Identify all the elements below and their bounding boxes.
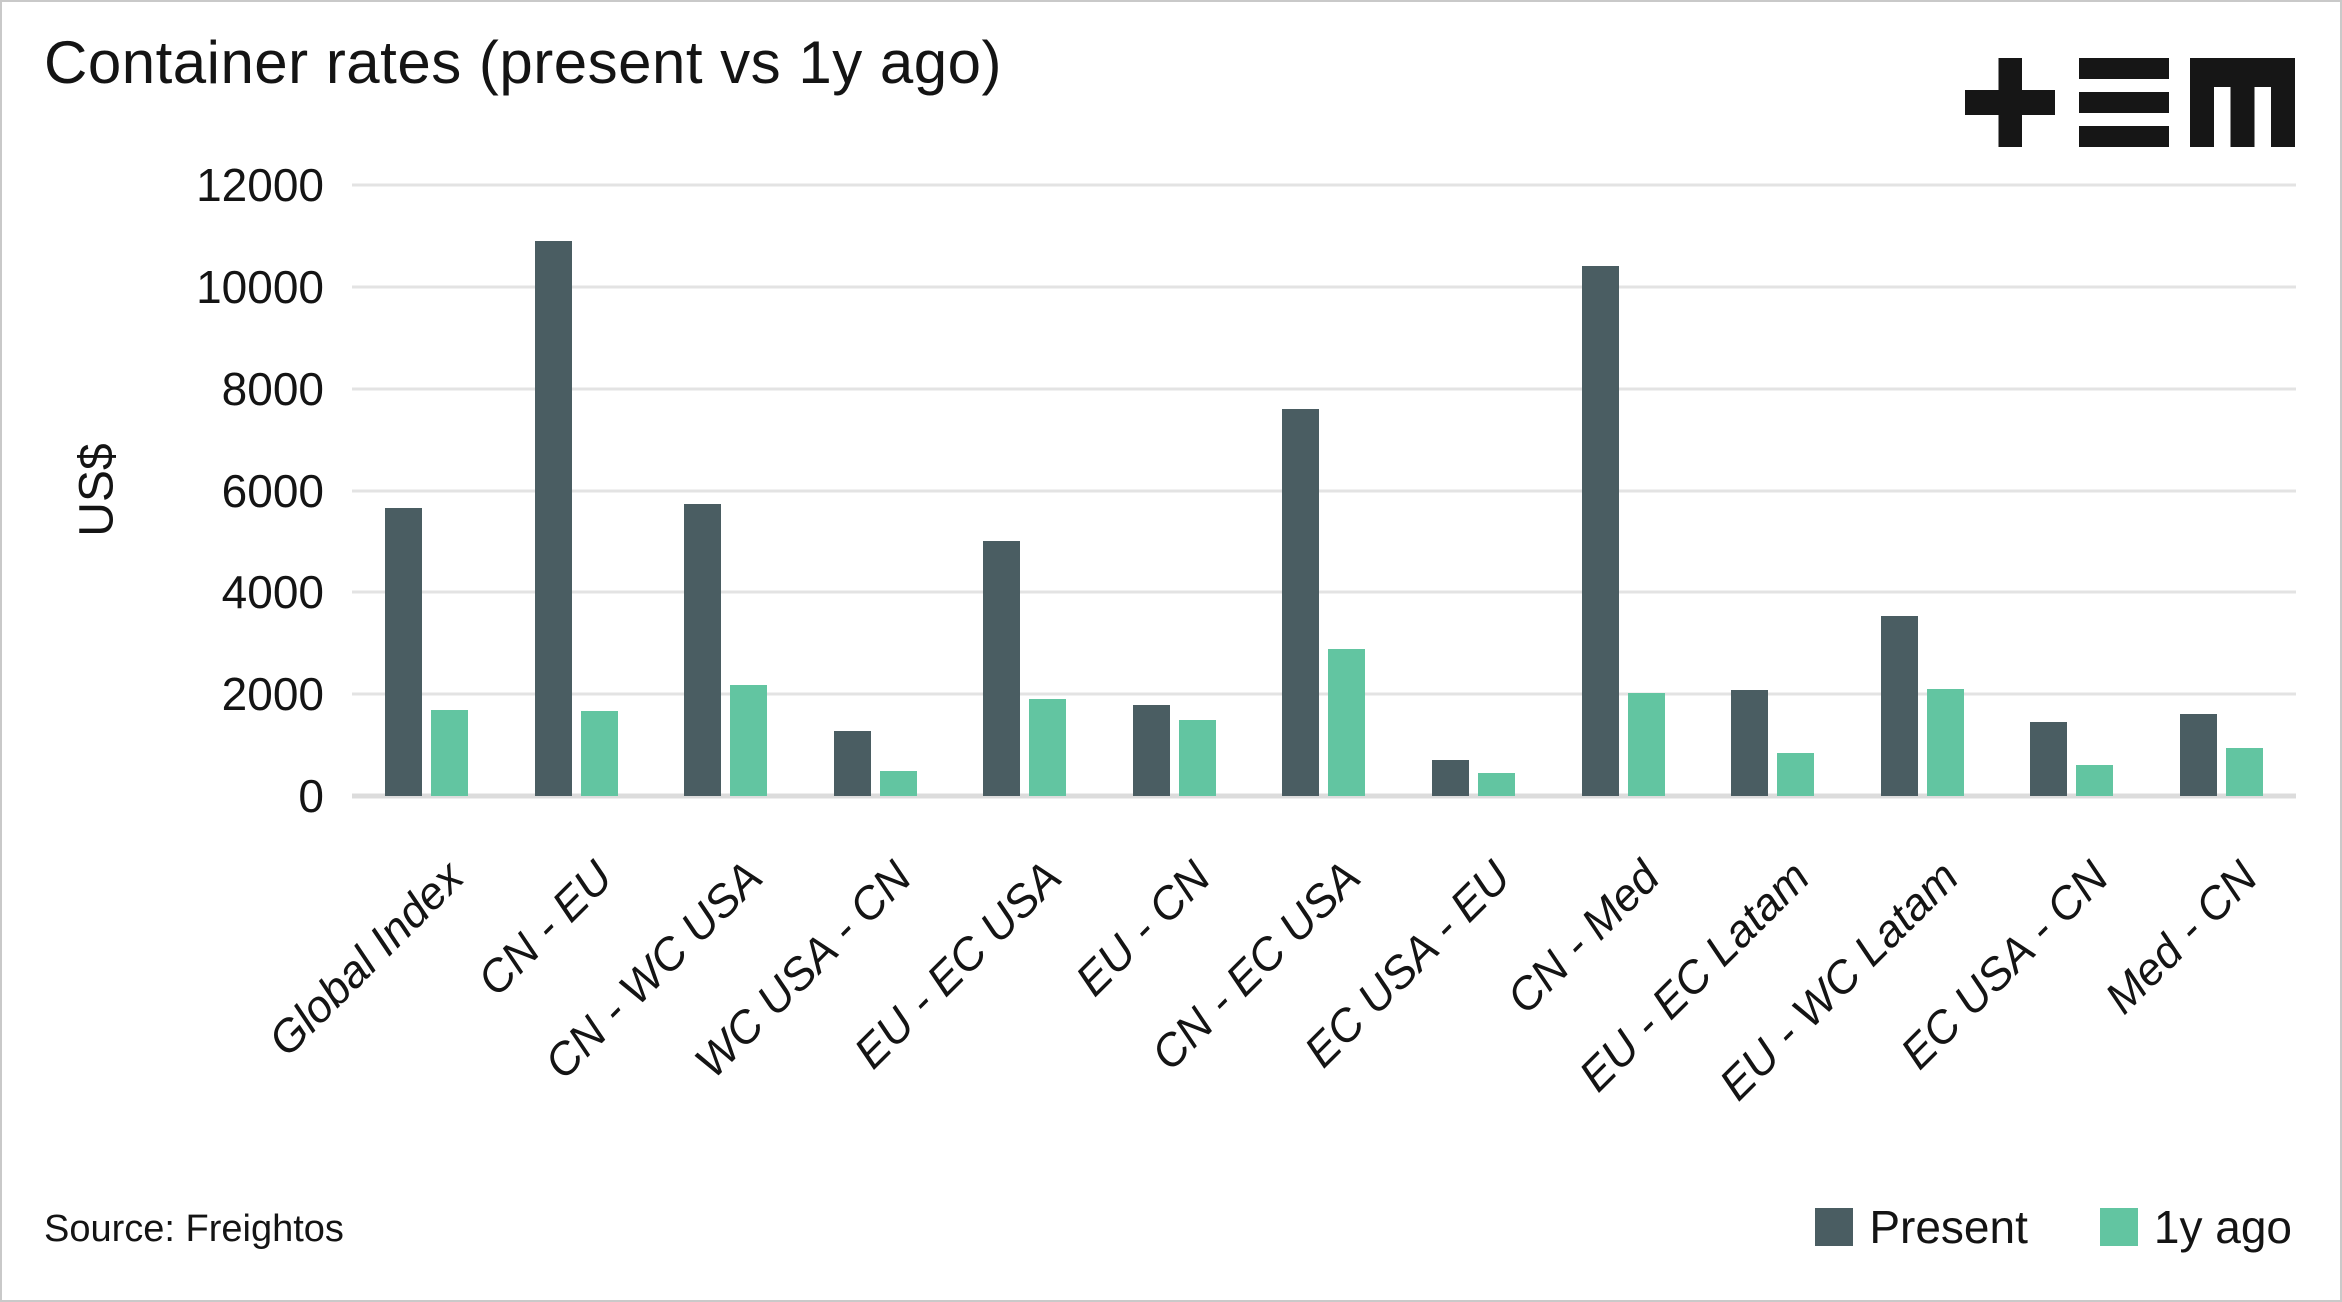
bar-1y-ago	[1029, 699, 1067, 796]
bar-1y-ago	[879, 770, 917, 796]
bar-1y-ago	[1777, 752, 1815, 796]
bar-group	[1698, 185, 1848, 796]
logo-plus-glyph	[1965, 58, 2055, 147]
one-year-ago-swatch	[2099, 1208, 2138, 1246]
bar-groups	[352, 185, 2296, 796]
bar-1y-ago	[2076, 765, 2114, 796]
chart-title: Container rates (present vs 1y ago)	[44, 29, 1002, 96]
bar-present	[1431, 759, 1469, 796]
bar-group	[1847, 185, 1997, 796]
gridline	[352, 387, 2296, 391]
bar-present	[684, 504, 722, 796]
bar-group	[801, 185, 951, 796]
logo-m-glyph	[2190, 58, 2295, 147]
one-year-ago-label: 1y ago	[2153, 1201, 2292, 1253]
x-axis-label: Global Index	[258, 851, 473, 1066]
bar-group	[1100, 185, 1250, 796]
y-tick-label: 8000	[221, 362, 324, 415]
y-tick-label: 0	[298, 770, 324, 822]
bar-present	[1132, 705, 1170, 796]
bar-1y-ago	[1627, 692, 1665, 796]
present-label: Present	[1869, 1201, 2028, 1253]
bar-present	[2179, 713, 2217, 796]
present-swatch	[1815, 1208, 1854, 1246]
gridline	[352, 692, 2296, 696]
bar-group	[1399, 185, 1549, 796]
gridline	[352, 489, 2296, 492]
bar-present	[534, 241, 572, 796]
y-tick-label: 6000	[221, 464, 324, 517]
bar-1y-ago	[580, 710, 618, 796]
x-axis-label: EC USA - CN	[1890, 851, 2118, 1079]
bar-present	[833, 730, 871, 796]
bar-group	[950, 185, 1100, 796]
y-tick-label: 12000	[196, 159, 324, 211]
bar-1y-ago	[431, 709, 469, 796]
bar-1y-ago	[1178, 720, 1216, 796]
x-axis-label: CN - EC USA	[1141, 851, 1371, 1080]
bar-group	[1249, 185, 1399, 796]
bar-group	[1548, 185, 1698, 796]
x-axis-label: EC USA - EU	[1293, 851, 1520, 1077]
legend-item-present: Present	[1815, 1200, 2028, 1254]
bar-present	[2030, 722, 2068, 796]
bar-group	[1997, 185, 2147, 796]
bar-group	[502, 185, 652, 796]
bar-group	[2146, 185, 2296, 796]
x-axis-label: CN - Med	[1496, 851, 1670, 1024]
x-axis-label: EU - CN	[1066, 851, 1221, 1006]
x-axis-label: CN - EU	[467, 851, 623, 1006]
logo-bars-glyph	[2079, 58, 2169, 147]
y-tick-label: 2000	[221, 668, 324, 721]
bar-group	[352, 185, 502, 796]
source-note: Source: Freightos	[44, 1208, 344, 1250]
x-axis-label: CN - WC USA	[534, 851, 772, 1089]
y-axis-ticks: 0 2000 4000 6000 8000 10000 12000	[2, 159, 324, 822]
y-tick-label: 10000	[196, 260, 324, 313]
gridline	[352, 590, 2296, 594]
bar-present	[1282, 408, 1320, 796]
tem-logo	[1965, 58, 2295, 147]
bar-group	[651, 185, 801, 796]
x-axis-label: EU - EC Latam	[1568, 851, 1819, 1102]
bar-present	[1581, 265, 1619, 796]
bar-present	[1731, 689, 1769, 796]
bar-1y-ago	[1477, 773, 1515, 796]
x-axis-label: WC USA - CN	[685, 851, 922, 1088]
legend-item-1y-ago: 1y ago	[2099, 1200, 2292, 1254]
bar-present	[983, 541, 1021, 796]
bar-present	[1880, 616, 1918, 796]
gridline	[352, 285, 2296, 289]
x-axis-label: EU - EC USA	[843, 851, 1071, 1079]
x-axis-label: Med - CN	[2095, 851, 2268, 1024]
legend: Present 1y ago	[1815, 1200, 2292, 1254]
x-axis-label: EU - WC Latam	[1709, 851, 1969, 1110]
bar-1y-ago	[730, 684, 768, 796]
x-axis-line	[352, 793, 2296, 799]
bar-1y-ago	[1926, 689, 1964, 796]
gridline	[352, 183, 2296, 187]
bar-1y-ago	[2225, 748, 2263, 796]
plot-area	[352, 183, 2296, 799]
bar-1y-ago	[1328, 649, 1366, 796]
y-tick-label: 4000	[221, 566, 324, 619]
bar-present	[385, 508, 423, 796]
